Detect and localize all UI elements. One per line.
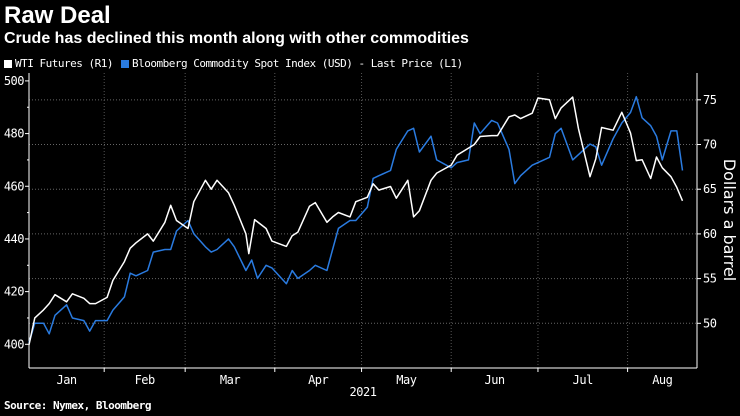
source-note: Source: Nymex, Bloomberg <box>4 399 151 412</box>
legend-item-wti: WTI Futures (R1) <box>4 57 113 70</box>
left-tick-label: 400 <box>4 337 24 351</box>
right-tick-label: 55 <box>703 272 717 286</box>
left-tick-label: 440 <box>4 232 24 246</box>
x-axis-year-label: 2021 <box>350 385 377 399</box>
x-tick-label: Feb <box>135 373 155 387</box>
x-tick-label: Jan <box>56 373 76 387</box>
x-tick-label: Aug <box>652 373 672 387</box>
right-tick-label: 50 <box>703 316 717 330</box>
right-axis-label: Dollars a barrel <box>720 159 739 281</box>
legend-label-bcom: Bloomberg Commodity Spot Index (USD) - L… <box>131 57 463 70</box>
legend-swatch-wti <box>4 60 12 68</box>
x-tick-label: May <box>396 373 416 387</box>
left-tick-label: 480 <box>4 127 24 141</box>
right-tick-label: 60 <box>703 227 717 241</box>
x-tick-label: Mar <box>220 373 240 387</box>
x-tick-label: Jul <box>573 373 593 387</box>
legend: WTI Futures (R1) Bloomberg Commodity Spo… <box>4 57 463 70</box>
bcom-spot-index-line <box>28 95 684 344</box>
legend-swatch-bcom <box>120 60 129 68</box>
chart-subtitle: Crude has declined this month along with… <box>4 30 469 47</box>
left-tick-label: 420 <box>4 285 24 299</box>
right-tick-label: 70 <box>703 138 717 152</box>
left-tick-label: 500 <box>4 74 24 88</box>
wti-futures-line <box>28 96 684 345</box>
right-tick-label: 65 <box>703 182 717 196</box>
chart-title: Raw Deal <box>4 2 111 29</box>
legend-label-wti: WTI Futures (R1) <box>15 57 113 70</box>
legend-item-bcom: Bloomberg Commodity Spot Index (USD) - L… <box>120 57 463 70</box>
right-tick-label: 75 <box>703 93 717 107</box>
x-tick-label: Apr <box>308 373 328 387</box>
left-tick-label: 460 <box>4 179 24 193</box>
x-tick-label: Jun <box>484 373 504 387</box>
